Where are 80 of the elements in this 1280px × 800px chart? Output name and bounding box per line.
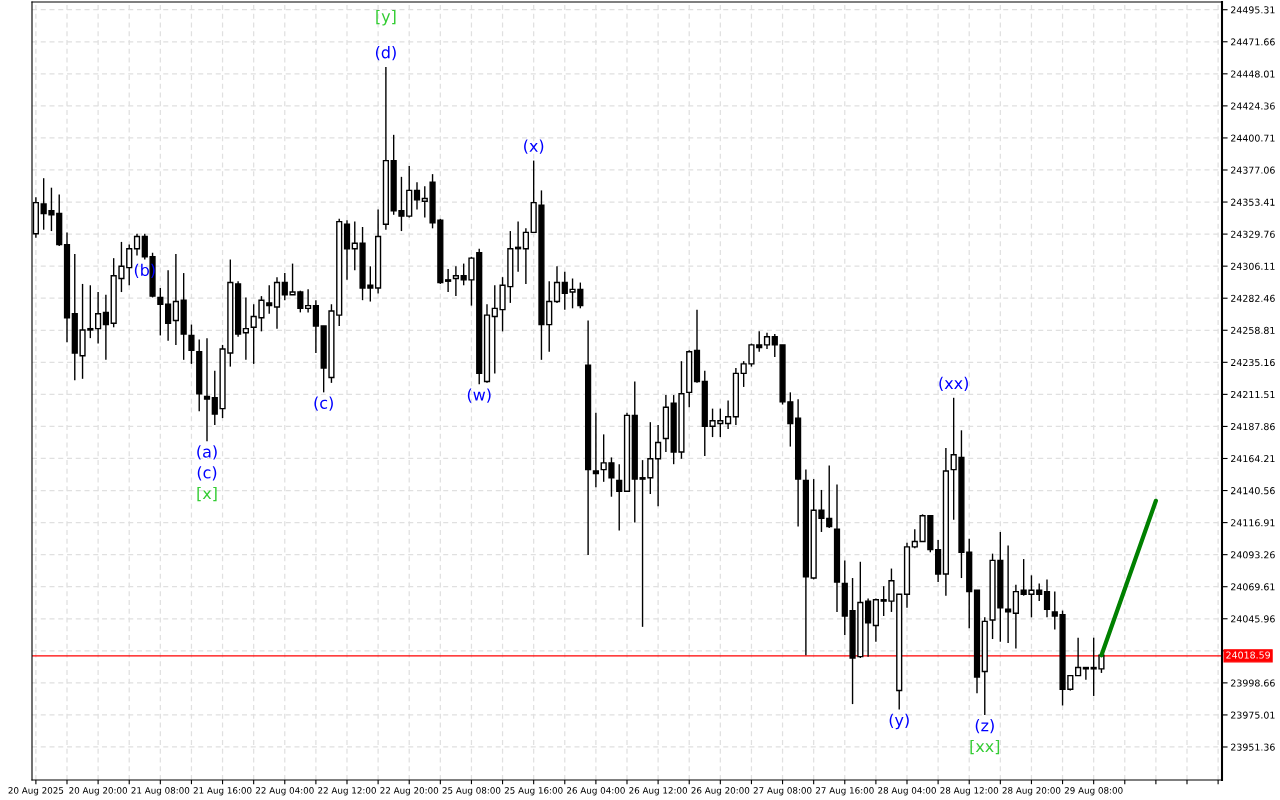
- x-tick-label: 21 Aug 16:00: [193, 787, 252, 796]
- candlestick: [553, 265, 561, 304]
- candlestick: [655, 424, 662, 507]
- y-tick-label: 23951.36: [1231, 743, 1275, 751]
- x-tick-label: 28 Aug 12:00: [940, 787, 999, 796]
- candlestick: [1012, 584, 1019, 650]
- annotation: [xx]: [970, 739, 1000, 755]
- annotation: (c): [197, 466, 217, 481]
- y-tick-label: 24400.71: [1231, 134, 1275, 142]
- y-tick-label: 24235.16: [1231, 358, 1275, 367]
- candlestick: [616, 463, 623, 532]
- y-tick-label: 24093.26: [1231, 551, 1275, 559]
- candlestick: [242, 296, 249, 361]
- y-tick-label: 24164.21: [1231, 455, 1275, 463]
- y-tick-label: 24258.81: [1231, 326, 1275, 334]
- candlestick: [522, 227, 529, 285]
- x-tick-label: 26 Aug 04:00: [567, 787, 625, 796]
- candlestick: [445, 268, 452, 293]
- y-tick-label: 24377.06: [1231, 166, 1275, 174]
- candlestick: [95, 291, 102, 345]
- y-tick-label: 24282.46: [1231, 294, 1275, 302]
- annotation: (x): [524, 139, 544, 154]
- candlestick: [1005, 544, 1012, 644]
- annotation: [x]: [197, 486, 217, 502]
- y-tick-label: 24495.31: [1231, 6, 1275, 14]
- x-tick-label: 28 Aug 04:00: [878, 787, 936, 796]
- candlestick: [865, 597, 872, 658]
- x-tick-label: 22 Aug 12:00: [318, 787, 376, 796]
- x-tick-label: 21 Aug 08:00: [131, 787, 190, 796]
- x-tick-label: 27 Aug 16:00: [815, 787, 874, 796]
- y-tick-label: 24069.61: [1231, 583, 1275, 591]
- x-tick-label: 27 Aug 08:00: [753, 787, 812, 796]
- annotation: (c): [314, 396, 333, 411]
- x-tick-label: 28 Aug 20:00: [1002, 787, 1061, 796]
- annotation: (y): [889, 713, 909, 730]
- candlestick: [203, 337, 211, 442]
- y-tick-label: 24329.76: [1231, 230, 1275, 238]
- annotation: (a): [197, 445, 217, 460]
- annotation: [y]: [376, 9, 396, 26]
- y-tick-label: 24306.11: [1231, 262, 1275, 270]
- candlestick: [1075, 636, 1082, 677]
- y-tick-label: 23998.66: [1231, 679, 1275, 687]
- y-tick-label: 24353.41: [1231, 198, 1275, 206]
- y-tick-label: 23975.01: [1231, 711, 1275, 719]
- candlestick: [133, 233, 141, 257]
- ref-line-label: 24018.59: [1226, 651, 1270, 659]
- x-tick-label: 29 Aug 08:00: [1064, 787, 1123, 796]
- candlestick: [305, 288, 312, 314]
- annotation: (w): [467, 388, 491, 403]
- y-tick-label: 24140.56: [1231, 487, 1275, 495]
- candlestick: [102, 294, 109, 361]
- y-tick-label: 24187.86: [1231, 423, 1275, 431]
- annotation: (xx): [939, 376, 968, 392]
- x-tick-label: 20 Aug 20:00: [69, 787, 128, 796]
- x-tick-label: 26 Aug 20:00: [691, 787, 750, 796]
- y-tick-label: 24471.66: [1231, 38, 1275, 46]
- candlestick: [172, 253, 179, 346]
- x-tick-label: 26 Aug 12:00: [629, 787, 688, 796]
- x-tick-label: 22 Aug 04:00: [255, 787, 314, 796]
- y-tick-label: 24424.36: [1231, 102, 1275, 110]
- y-tick-label: 24448.01: [1231, 70, 1275, 78]
- candlestick: [413, 181, 421, 211]
- candlestick: [1082, 666, 1089, 681]
- candlestick: [1043, 578, 1051, 619]
- x-tick-label: 22 Aug 20:00: [380, 787, 439, 796]
- y-tick-label: 24045.96: [1231, 615, 1275, 623]
- y-tick-label: 24116.91: [1231, 519, 1275, 527]
- candlestick: [725, 399, 732, 430]
- candlestick: [312, 299, 319, 354]
- candlestick: [165, 269, 172, 342]
- candlestick: [592, 411, 599, 488]
- x-tick-label: 25 Aug 16:00: [504, 787, 563, 796]
- candlestick: [452, 265, 459, 297]
- candlestick: [157, 287, 164, 337]
- candlestick: [188, 323, 195, 365]
- x-tick-label: 25 Aug 08:00: [442, 787, 501, 796]
- x-tick-label: 20 Aug 2025: [8, 787, 64, 796]
- annotation: (z): [975, 719, 994, 734]
- annotation: (d): [375, 46, 396, 61]
- y-tick-label: 24211.51: [1231, 390, 1275, 399]
